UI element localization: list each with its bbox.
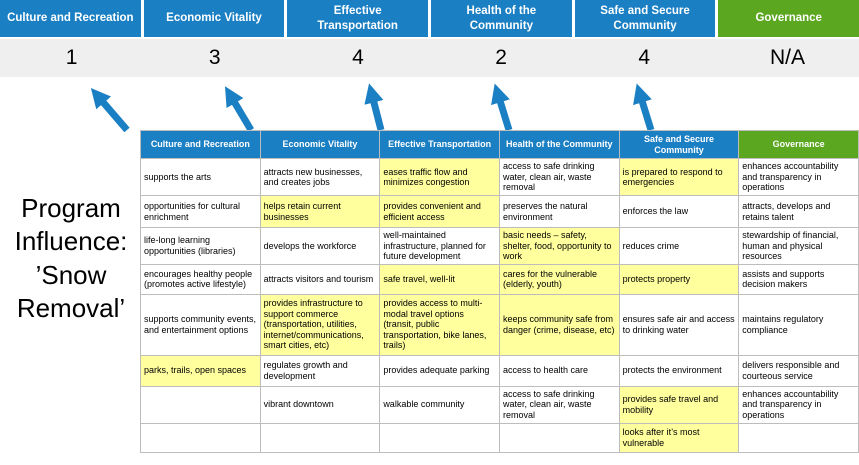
score-value-4: 2 xyxy=(495,46,507,69)
matrix-cell: supports community events, and entertain… xyxy=(140,293,261,356)
matrix-cell: access to safe drinking water, clean air… xyxy=(498,158,620,197)
matrix-row-4: encourages healthy people (promotes acti… xyxy=(140,263,859,295)
matrix-cell: enhances accountability and transparency… xyxy=(738,158,859,197)
matrix-row-5: supports community events, and entertain… xyxy=(140,293,859,356)
category-header-3: Effective Transportation xyxy=(287,0,429,37)
category-header-2: Economic Vitality xyxy=(143,0,285,37)
matrix-cell: stewardship of financial, human and phys… xyxy=(738,227,859,265)
matrix-cell-highlighted: provides convenient and efficient access xyxy=(379,195,500,229)
matrix-cell-highlighted: looks after it’s most vulnerable xyxy=(618,422,740,453)
matrix-cell-highlighted: parks, trails, open spaces xyxy=(140,354,261,387)
category-header-row: Culture and Recreation Economic Vitality E… xyxy=(0,0,859,37)
page-title: Program Influence: ’Snow Removal’ xyxy=(14,193,128,323)
matrix-cell-highlighted: is prepared to respond to emergencies xyxy=(618,158,740,197)
matrix-cell: walkable community xyxy=(379,385,500,424)
matrix-cell xyxy=(738,422,859,453)
matrix-cell: enforces the law xyxy=(618,195,740,229)
matrix-row-6: parks, trails, open spaces regulates grow… xyxy=(140,354,859,387)
matrix-cell-highlighted: protects property xyxy=(618,263,740,295)
matrix-column-header-2: Economic Vitality xyxy=(259,129,381,160)
matrix-cell: encourages healthy people (promotes acti… xyxy=(140,263,261,295)
influence-arrow-2 xyxy=(224,86,255,132)
matrix-cell-highlighted: provides access to multi-modal travel op… xyxy=(379,293,500,356)
matrix-cell-highlighted: keeps community safe from danger (crime,… xyxy=(498,293,620,356)
matrix-cell: reduces crime xyxy=(618,227,740,265)
matrix-cell: regulates growth and development xyxy=(259,354,381,387)
matrix-row-7: vibrant downtown walkable community access… xyxy=(140,385,859,424)
score-value-3: 4 xyxy=(352,46,364,69)
matrix-column-header-1: Culture and Recreation xyxy=(140,129,261,160)
matrix-cell: attracts new businesses, and creates job… xyxy=(259,158,381,197)
matrix-column-header-6: Governance xyxy=(738,129,859,160)
matrix-cell-highlighted: helps retain current businesses xyxy=(259,195,381,229)
category-header-5: Safe and Secure Community xyxy=(574,0,716,37)
matrix-cell-highlighted: safe travel, well-lit xyxy=(379,263,500,295)
score-value-6: N/A xyxy=(769,46,805,69)
matrix-cell: enhances accountability and transparency… xyxy=(738,385,859,424)
matrix-cell: maintains regulatory compliance xyxy=(738,293,859,356)
matrix-cell-highlighted: eases traffic flow and minimizes congest… xyxy=(379,158,500,197)
influence-arrow-5 xyxy=(633,83,655,132)
matrix-cell-highlighted: provides safe travel and mobility xyxy=(618,385,740,424)
matrix-cell xyxy=(140,385,261,424)
matrix-cell: life-long learning opportunities (librar… xyxy=(140,227,261,265)
matrix-cell xyxy=(140,422,261,453)
matrix-column-header-4: Health of the Community xyxy=(498,129,620,160)
category-header-4: Health of the Community xyxy=(431,0,572,37)
matrix-cell-highlighted: cares for the vulnerable (elderly, youth… xyxy=(498,263,620,295)
matrix-cell: supports the arts xyxy=(140,158,261,197)
matrix-cell: opportunities for cultural enrichment xyxy=(140,195,261,229)
matrix-cell-highlighted: basic needs – safety, shelter, food, opp… xyxy=(498,227,620,265)
influence-arrows xyxy=(90,83,655,133)
matrix-row-3: life-long learning opportunities (librar… xyxy=(140,227,859,265)
matrix-cell: well-maintained infrastructure, planned … xyxy=(379,227,500,265)
category-header-6: Governance xyxy=(718,0,859,37)
matrix-cell: delivers responsible and courteous servi… xyxy=(738,354,859,387)
score-row: 1 3 4 2 4 N/A xyxy=(0,39,859,77)
influence-arrow-1 xyxy=(90,88,130,133)
matrix-cell xyxy=(379,422,500,453)
matrix-cell: protects the environment xyxy=(618,354,740,387)
matrix-cell: access to health care xyxy=(498,354,620,387)
matrix-cell: ensures safe air and access to drinking … xyxy=(618,293,740,356)
matrix-cell: develops the workforce xyxy=(259,227,381,265)
matrix-cell: preserves the natural environment xyxy=(498,195,620,229)
score-value-2: 3 xyxy=(208,46,221,69)
matrix-cell: vibrant downtown xyxy=(259,385,381,424)
matrix-cell: access to safe drinking water, clean air… xyxy=(498,385,620,424)
matrix-row-1: supports the arts attracts new businesses… xyxy=(140,158,859,197)
matrix-cell: provides adequate parking xyxy=(379,354,500,387)
score-value-5: 4 xyxy=(638,46,651,69)
matrix-cell: attracts, develops and retains talent xyxy=(738,195,859,229)
influence-arrow-4 xyxy=(491,83,513,132)
influence-matrix: Culture and Recreation Economic Vitality E… xyxy=(140,129,859,453)
matrix-cell: attracts visitors and tourism xyxy=(259,263,381,295)
score-value-1: 1 xyxy=(65,46,78,69)
matrix-cell-highlighted: provides infrastructure to support comme… xyxy=(259,293,381,356)
matrix-cell: assists and supports decision makers xyxy=(738,263,859,295)
influence-arrow-3 xyxy=(364,83,385,131)
matrix-cell xyxy=(498,422,620,453)
category-header-1: Culture and Recreation xyxy=(0,0,141,37)
matrix-cell xyxy=(259,422,381,453)
matrix-column-header-3: Effective Transportation xyxy=(379,129,500,160)
matrix-column-header-5: Safe and Secure Community xyxy=(618,129,740,160)
matrix-row-2: opportunities for cultural enrichment hel… xyxy=(140,195,859,229)
matrix-row-8: looks after it’s most vulnerable xyxy=(140,422,859,453)
